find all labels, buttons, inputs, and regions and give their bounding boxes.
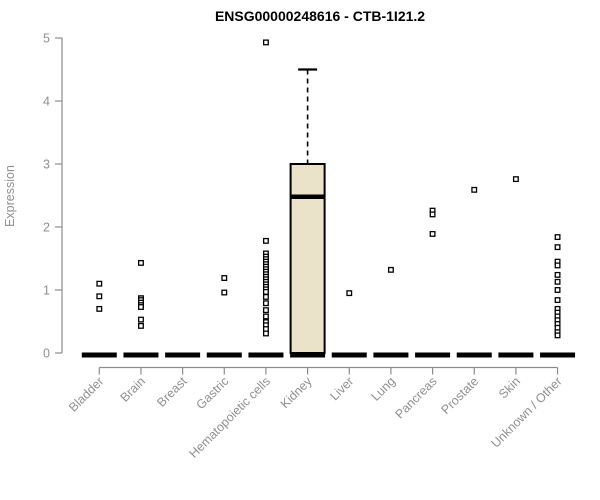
- y-tick-label: 3: [43, 158, 50, 172]
- zero-bar: [206, 352, 242, 358]
- outlier-point: [512, 176, 519, 183]
- chart-title: ENSG00000248616 - CTB-1I21.2: [215, 8, 425, 24]
- box: [289, 163, 326, 354]
- x-tick-label: Lung: [368, 374, 398, 404]
- zero-bar: [498, 352, 534, 358]
- y-axis-label: Expression: [3, 165, 17, 227]
- outlier-point: [346, 290, 353, 297]
- x-tick-label: Breast: [154, 374, 190, 410]
- zero-bar: [81, 352, 117, 358]
- outlier-point: [138, 259, 144, 266]
- outlier-point: [221, 275, 228, 281]
- zero-bar: [415, 352, 451, 358]
- outlier-point: [262, 293, 269, 300]
- outlier-point: [138, 322, 144, 329]
- outlier-point: [554, 287, 561, 293]
- outlier-point: [262, 313, 269, 320]
- outlier-point: [96, 305, 103, 312]
- x-tick-label: Hematopoietic cells: [187, 374, 274, 461]
- x-tick-label: Liver: [327, 374, 356, 403]
- y-tick-label: 1: [43, 284, 50, 298]
- outlier-point: [262, 288, 269, 295]
- outlier-point: [387, 266, 394, 273]
- x-tick-label: Unknown / Other: [488, 374, 564, 450]
- outlier-point: [96, 293, 103, 300]
- outlier-point: [554, 297, 561, 304]
- y-tick-label: 4: [43, 95, 50, 109]
- x-tick-label: Bladder: [66, 374, 106, 414]
- outlier-point: [262, 39, 269, 46]
- zero-bar: [540, 352, 576, 358]
- zero-bar: [123, 352, 159, 358]
- outlier-point: [554, 244, 561, 251]
- outlier-point: [262, 300, 269, 307]
- zero-bar: [165, 352, 201, 358]
- y-tick-label: 2: [43, 221, 50, 235]
- x-tick-label: Brain: [118, 374, 149, 405]
- x-tick-label: Prostate: [439, 374, 482, 417]
- zero-bar: [331, 352, 367, 358]
- x-tick-label: Pancreas: [392, 374, 439, 421]
- x-tick-label: Gastric: [194, 374, 232, 412]
- outlier-point: [554, 234, 561, 241]
- zero-bar: [290, 352, 326, 358]
- x-tick-label: Kidney: [278, 374, 315, 411]
- outlier-point: [96, 280, 103, 287]
- zero-bar: [456, 352, 492, 358]
- outlier-point: [554, 271, 561, 278]
- outlier-point: [138, 304, 144, 310]
- outlier-point: [262, 237, 269, 244]
- y-tick-label: 0: [43, 347, 50, 361]
- outlier-point: [554, 262, 561, 269]
- outlier-point: [262, 307, 269, 314]
- zero-bar: [373, 352, 409, 358]
- outlier-point: [138, 316, 144, 323]
- outlier-point: [429, 230, 436, 237]
- outlier-point: [471, 186, 478, 193]
- outlier-point: [554, 278, 561, 285]
- outlier-point: [262, 330, 269, 337]
- outlier-point: [221, 289, 228, 296]
- zero-bar: [248, 352, 284, 358]
- y-tick-label: 5: [43, 32, 50, 46]
- x-tick-label: Skin: [496, 374, 523, 401]
- outlier-point: [554, 332, 561, 339]
- outlier-point: [429, 211, 436, 218]
